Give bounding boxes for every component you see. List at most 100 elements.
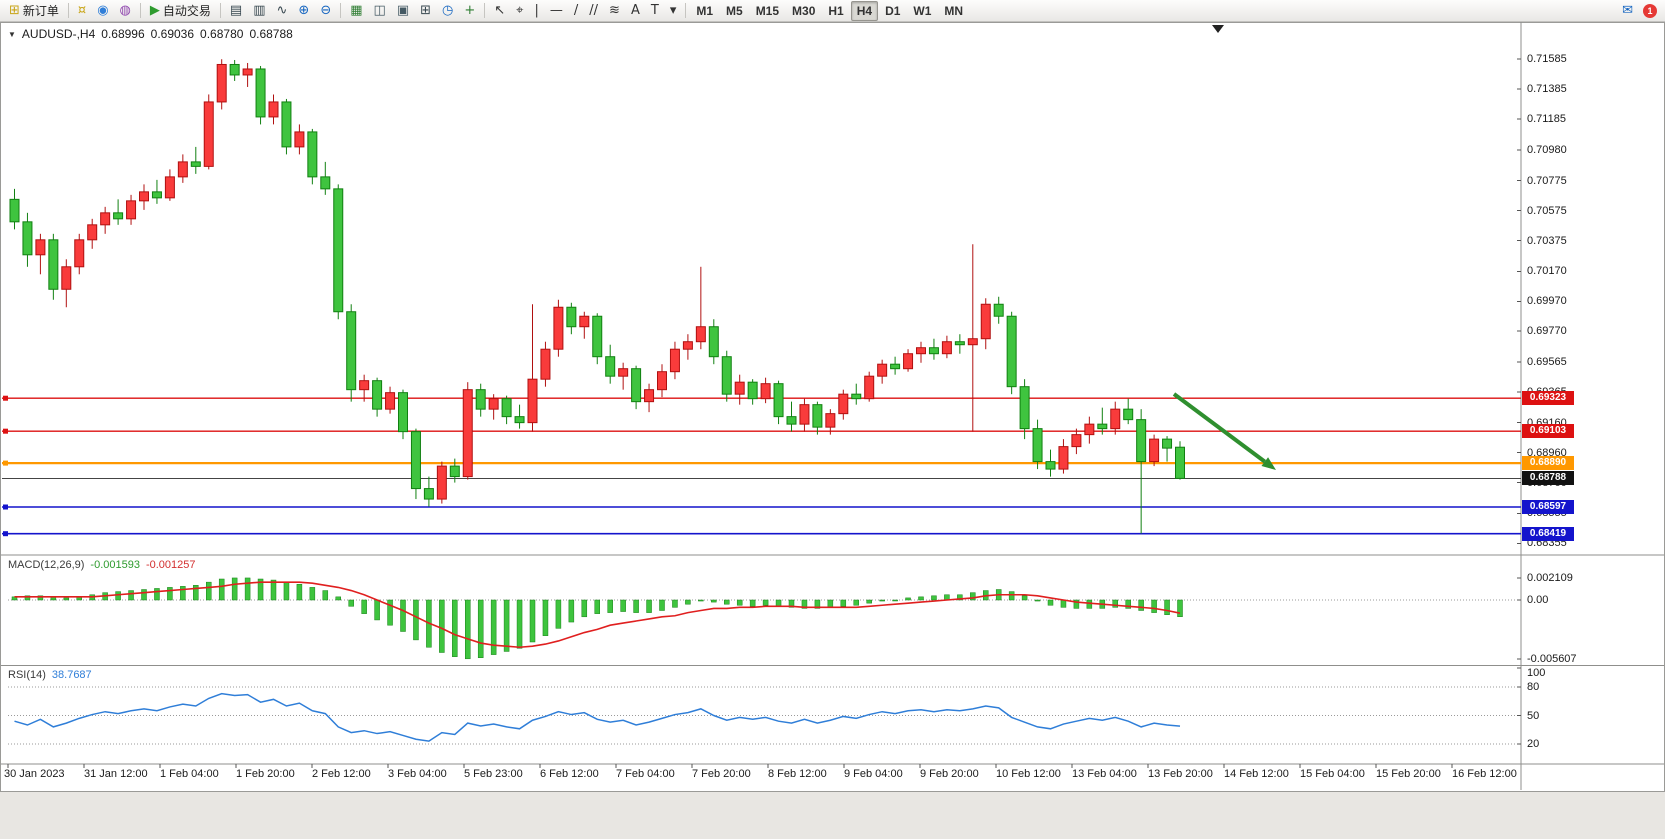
support-line-blue-2-anchor[interactable]: [3, 531, 8, 537]
candle-body: [1006, 315, 1017, 388]
resistance-line-2-anchor[interactable]: [3, 428, 8, 434]
label-tool-button[interactable]: T: [646, 1, 664, 21]
arrange-windows-button[interactable]: ◫: [369, 1, 391, 21]
new-order-icon: ⊞: [9, 3, 20, 18]
vertical-line-tool-button[interactable]: |: [530, 1, 544, 21]
timeframe-m5-button-label: M5: [726, 3, 743, 18]
new-chart-icon: ⊞: [420, 3, 432, 18]
macd-axis-label: 0.002109: [1527, 571, 1573, 584]
timeframe-mn-button-label: MN: [944, 3, 964, 18]
cursor-tool-button[interactable]: ↖: [489, 1, 510, 21]
time-axis-label: 6 Feb 12:00: [540, 768, 599, 780]
crosshair-tool-button[interactable]: ⌖: [511, 1, 528, 21]
timeframe-w1-button[interactable]: W1: [907, 1, 937, 21]
bar-chart-button[interactable]: ▤: [225, 1, 247, 21]
timeframe-d1-button-label: D1: [885, 3, 901, 18]
tile-windows-button[interactable]: ▦: [345, 1, 367, 21]
macd-bar: [270, 579, 277, 601]
macd-bar: [1047, 599, 1054, 606]
autotrading-button-label: 自动交易: [162, 4, 211, 18]
market-icon-button[interactable]: ¤: [73, 1, 91, 21]
candle-body: [967, 338, 978, 346]
macd-bar: [672, 599, 678, 608]
macd-bar: [1177, 599, 1183, 617]
candle-body: [333, 188, 344, 313]
timeframe-m5-button[interactable]: M5: [720, 1, 749, 21]
candle-body: [203, 101, 214, 167]
cascade-windows-button[interactable]: ▣: [392, 1, 414, 21]
fibonacci-tool-button[interactable]: ≋: [604, 1, 625, 21]
macd-bar: [439, 599, 445, 653]
candle-body: [177, 161, 188, 178]
candle-body: [462, 389, 473, 478]
periods-button[interactable]: ◷: [437, 1, 458, 21]
rsi-name: RSI(14): [8, 669, 46, 681]
notifications-badge[interactable]: 1: [1643, 3, 1657, 18]
macd-bar: [918, 596, 924, 601]
time-axis-label: 16 Feb 12:00: [1452, 768, 1517, 780]
signals-icon-button[interactable]: ◉: [92, 1, 113, 21]
macd-bar: [400, 599, 406, 632]
time-axis-label: 10 Feb 12:00: [996, 768, 1061, 780]
autotrading-button[interactable]: ▶ 自动交易: [145, 1, 216, 21]
timeframe-m15-button[interactable]: M15: [750, 1, 785, 21]
new-order-button[interactable]: ⊞ 新订单: [4, 1, 64, 21]
timeframe-mn-button[interactable]: MN: [938, 1, 969, 21]
candle-body: [877, 363, 888, 377]
macd-bar: [477, 599, 484, 658]
macd-bar: [63, 597, 70, 601]
zoom-out-button[interactable]: ⊖: [315, 1, 336, 21]
shapes-dropdown-button[interactable]: ▾: [665, 1, 682, 21]
time-axis-label: 1 Feb 04:00: [160, 768, 219, 780]
timeframe-d1-button[interactable]: D1: [879, 1, 906, 21]
macd-bar: [1021, 595, 1028, 601]
trendline-tool-button[interactable]: /: [569, 1, 583, 21]
community-icon-icon: ◍: [119, 3, 131, 18]
indicators-button[interactable]: +: [459, 1, 480, 21]
candle-body: [657, 371, 667, 391]
trend-arrow[interactable]: [1172, 392, 1266, 464]
channel-tool-button[interactable]: //: [584, 1, 603, 21]
rsi-axis-label: 80: [1527, 681, 1540, 693]
new-chart-button[interactable]: ⊞: [415, 1, 436, 21]
chart-shift-marker[interactable]: [1212, 25, 1224, 33]
macd-bar: [581, 599, 588, 618]
trend-arrow-head[interactable]: [1261, 457, 1276, 470]
macd-bar: [128, 590, 134, 601]
timeframe-h1-button[interactable]: H1: [822, 1, 849, 21]
line-chart-button[interactable]: ∿: [272, 1, 293, 21]
resistance-line-1-anchor[interactable]: [3, 395, 8, 401]
text-tool-button[interactable]: A: [626, 1, 645, 21]
community-icon-button[interactable]: ◍: [115, 1, 136, 21]
support-line-orange-anchor[interactable]: [3, 460, 8, 466]
horizontal-line-tool-button[interactable]: —: [545, 1, 568, 21]
cascade-windows-icon: ▣: [396, 3, 410, 18]
candle-body: [799, 404, 810, 425]
macd-bar: [257, 578, 264, 601]
timeframe-m30-button[interactable]: M30: [786, 1, 821, 21]
candle-body: [851, 393, 862, 400]
zoom-in-button[interactable]: ⊕: [293, 1, 314, 21]
candle-body: [890, 363, 901, 370]
timeframe-h4-button[interactable]: H4: [850, 0, 879, 21]
macd-bar: [361, 599, 367, 614]
timeframe-m1-button[interactable]: M1: [690, 1, 719, 21]
chart-menu-icon[interactable]: ▼: [8, 29, 16, 39]
support-line-blue-1-anchor[interactable]: [3, 504, 8, 510]
symbol-period-label: AUDUSD-,H4: [21, 27, 96, 41]
macd-bar: [646, 599, 652, 613]
macd-bar: [762, 599, 769, 606]
time-axis-label: 15 Feb 20:00: [1376, 768, 1441, 780]
candle-body: [126, 200, 137, 220]
macd-bar: [749, 599, 756, 607]
candlestick-chart-button[interactable]: ▥: [248, 1, 270, 21]
notifications-icon-button[interactable]: ✉: [1617, 1, 1638, 21]
candle-body: [903, 353, 914, 370]
macd-bar: [180, 586, 186, 601]
macd-signal-value: -0.001257: [145, 559, 196, 571]
candle-body: [372, 380, 383, 410]
timeframe-w1-button-label: W1: [913, 3, 932, 18]
macd-bar: [853, 599, 859, 606]
macd-bar: [413, 599, 419, 641]
